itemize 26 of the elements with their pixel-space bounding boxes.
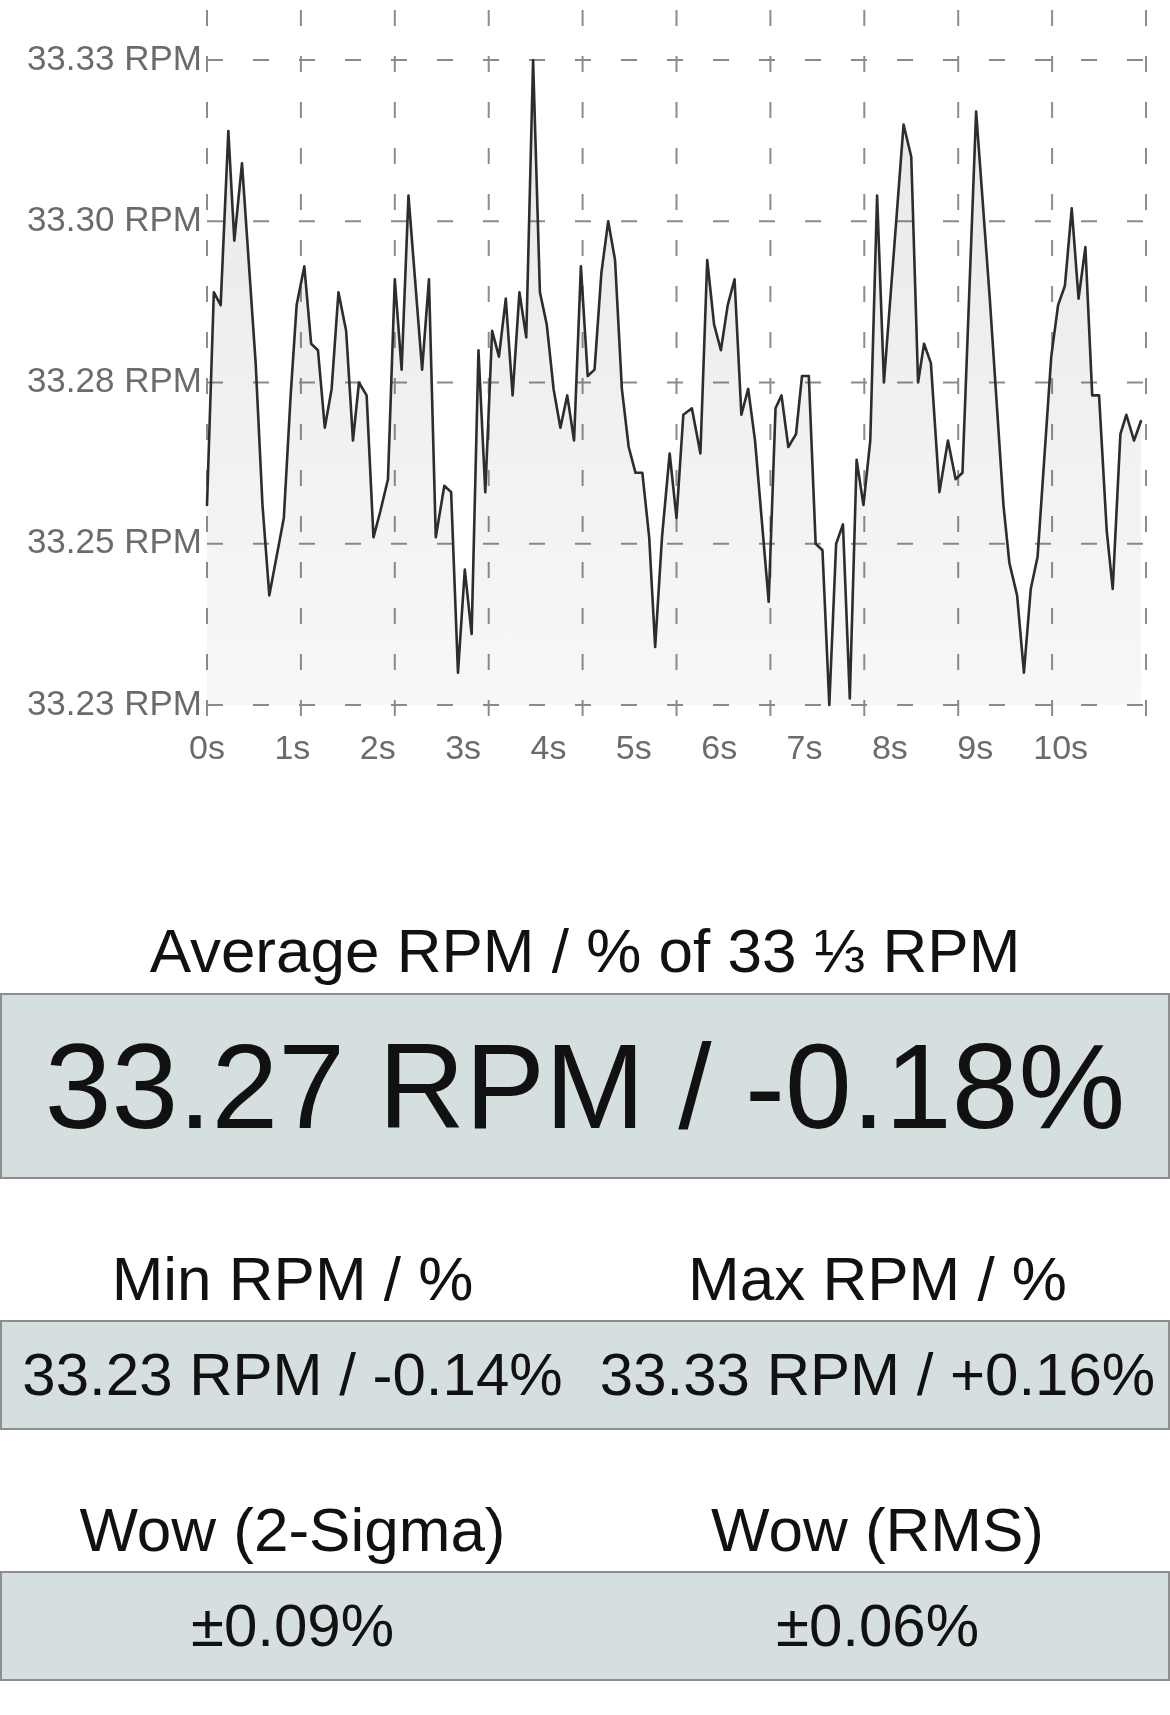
text: Wow (RMS): [711, 1495, 1044, 1565]
y-tick-label: 33.25 RPM: [26, 521, 202, 561]
text: 33.33 RPM / +0.16%: [599, 1341, 1156, 1408]
text: Max RPM / %: [688, 1244, 1067, 1314]
text: 33.27 RPM / -0.18%: [44, 1019, 1126, 1153]
y-tick-label: 33.28 RPM: [26, 360, 202, 400]
x-tick-label: 10s: [1033, 727, 1089, 766]
text: ±0.09%: [190, 1592, 395, 1659]
text: Average RPM / % of 33 ⅓ RPM: [149, 916, 1021, 986]
text: ±0.06%: [775, 1592, 980, 1659]
x-tick-label: 4s: [530, 727, 567, 766]
y-tick-label: 33.23 RPM: [26, 682, 202, 722]
x-tick-label: 0s: [189, 727, 225, 766]
x-tick-label: 8s: [871, 727, 908, 766]
x-tick-label: 9s: [957, 727, 994, 766]
x-tick-label: 7s: [786, 727, 823, 766]
text: Min RPM / %: [111, 1244, 474, 1314]
x-tick-label: 1s: [274, 727, 311, 766]
y-tick-label: 33.30 RPM: [26, 198, 202, 238]
text: 33.23 RPM / -0.14%: [22, 1341, 563, 1408]
x-tick-label: 3s: [445, 727, 482, 766]
x-tick-label: 6s: [701, 727, 738, 766]
y-tick-label: 33.33 RPM: [26, 37, 202, 77]
x-tick-label: 5s: [615, 727, 652, 766]
text: Wow (2-Sigma): [79, 1495, 506, 1565]
x-tick-label: 2s: [359, 727, 396, 766]
